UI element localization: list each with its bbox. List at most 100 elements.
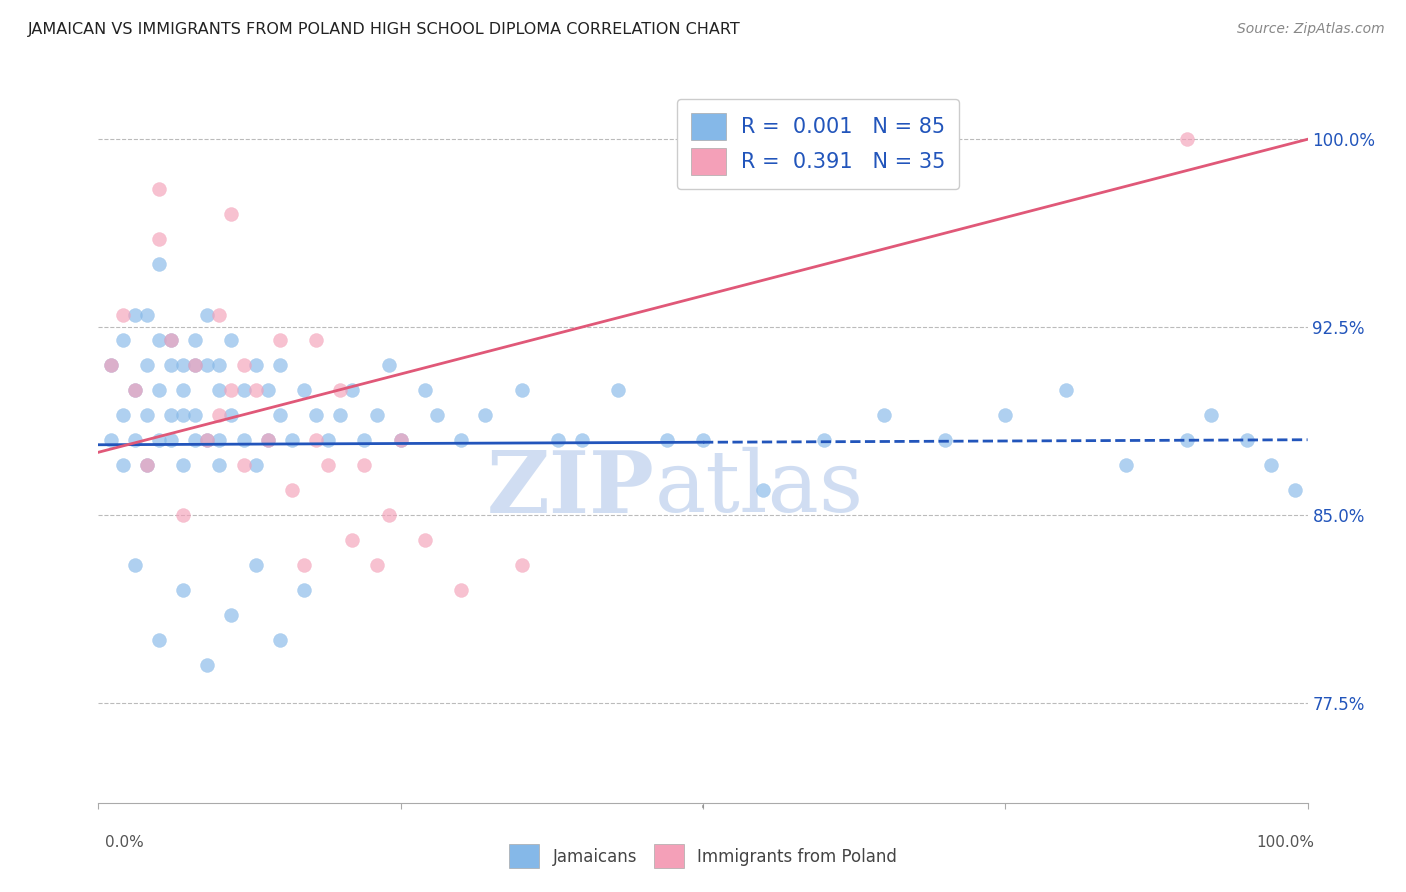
Point <box>160 408 183 422</box>
Point <box>148 257 170 271</box>
Text: Source: ZipAtlas.com: Source: ZipAtlas.com <box>1237 22 1385 37</box>
Point <box>1175 132 1198 146</box>
Point <box>124 308 146 322</box>
Point <box>148 232 170 246</box>
Point <box>172 408 194 422</box>
Point <box>256 383 278 397</box>
Point <box>450 433 472 447</box>
Point <box>100 358 122 372</box>
Point <box>269 333 291 347</box>
Point <box>148 433 170 447</box>
Point <box>100 433 122 447</box>
Point <box>269 633 291 648</box>
Point <box>160 333 183 347</box>
Point <box>172 508 194 522</box>
Point <box>135 458 157 472</box>
Point <box>195 433 218 447</box>
Point <box>547 433 569 447</box>
Point <box>366 558 388 572</box>
Point <box>607 383 630 397</box>
Point <box>208 433 231 447</box>
Text: 0.0%: 0.0% <box>105 836 145 850</box>
Point <box>208 383 231 397</box>
Text: atlas: atlas <box>655 447 863 531</box>
Point <box>1115 458 1137 472</box>
Point <box>195 433 218 447</box>
Point <box>221 408 243 422</box>
Point <box>148 333 170 347</box>
Point <box>292 558 315 572</box>
Point <box>245 558 267 572</box>
Point <box>184 333 207 347</box>
Point <box>135 308 157 322</box>
Point <box>934 433 956 447</box>
Point <box>195 308 218 322</box>
Point <box>256 433 278 447</box>
Point <box>232 383 254 397</box>
Point <box>377 508 399 522</box>
Point <box>135 358 157 372</box>
Point <box>111 408 134 422</box>
Point <box>221 607 243 622</box>
Point <box>813 433 835 447</box>
Point <box>329 383 352 397</box>
Point <box>221 333 243 347</box>
Point <box>221 383 243 397</box>
Point <box>135 458 157 472</box>
Point <box>172 458 194 472</box>
Point <box>353 458 375 472</box>
Point <box>160 358 183 372</box>
Point <box>377 358 399 372</box>
Point <box>160 433 183 447</box>
Point <box>148 383 170 397</box>
Point <box>1199 408 1222 422</box>
Point <box>135 408 157 422</box>
Point <box>124 383 146 397</box>
Point <box>510 558 533 572</box>
Point <box>510 383 533 397</box>
Point <box>342 383 364 397</box>
Point <box>1284 483 1306 497</box>
Point <box>316 458 339 472</box>
Point <box>221 207 243 221</box>
Point <box>752 483 775 497</box>
Point <box>195 358 218 372</box>
Point <box>124 383 146 397</box>
Point <box>184 408 207 422</box>
Point <box>305 333 328 347</box>
Point <box>148 633 170 648</box>
Point <box>160 333 183 347</box>
Point <box>1236 433 1258 447</box>
Point <box>256 433 278 447</box>
Point <box>100 358 122 372</box>
Point <box>474 408 496 422</box>
Point <box>269 408 291 422</box>
Point <box>184 433 207 447</box>
Point <box>269 358 291 372</box>
Point <box>245 358 267 372</box>
Point <box>692 433 714 447</box>
Point <box>305 433 328 447</box>
Point <box>184 358 207 372</box>
Point <box>111 333 134 347</box>
Point <box>1175 433 1198 447</box>
Text: 100.0%: 100.0% <box>1257 836 1315 850</box>
Point <box>292 582 315 597</box>
Point <box>316 433 339 447</box>
Text: ZIP: ZIP <box>486 447 655 531</box>
Point <box>208 458 231 472</box>
Point <box>426 408 449 422</box>
Point <box>571 433 593 447</box>
Point <box>232 433 254 447</box>
Point <box>389 433 412 447</box>
Point <box>873 408 896 422</box>
Point <box>172 582 194 597</box>
Point <box>111 458 134 472</box>
Point <box>111 308 134 322</box>
Point <box>232 358 254 372</box>
Text: JAMAICAN VS IMMIGRANTS FROM POLAND HIGH SCHOOL DIPLOMA CORRELATION CHART: JAMAICAN VS IMMIGRANTS FROM POLAND HIGH … <box>28 22 741 37</box>
Point <box>208 308 231 322</box>
Point <box>292 383 315 397</box>
Point <box>353 433 375 447</box>
Point <box>245 383 267 397</box>
